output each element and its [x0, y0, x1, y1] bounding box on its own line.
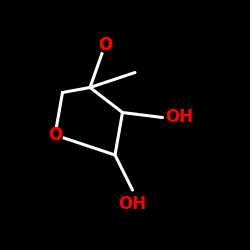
Text: O: O: [48, 126, 62, 144]
Text: O: O: [48, 126, 62, 144]
Text: OH: OH: [165, 108, 193, 126]
Text: O: O: [98, 36, 112, 54]
Text: O: O: [98, 36, 112, 54]
Text: OH: OH: [118, 195, 146, 213]
